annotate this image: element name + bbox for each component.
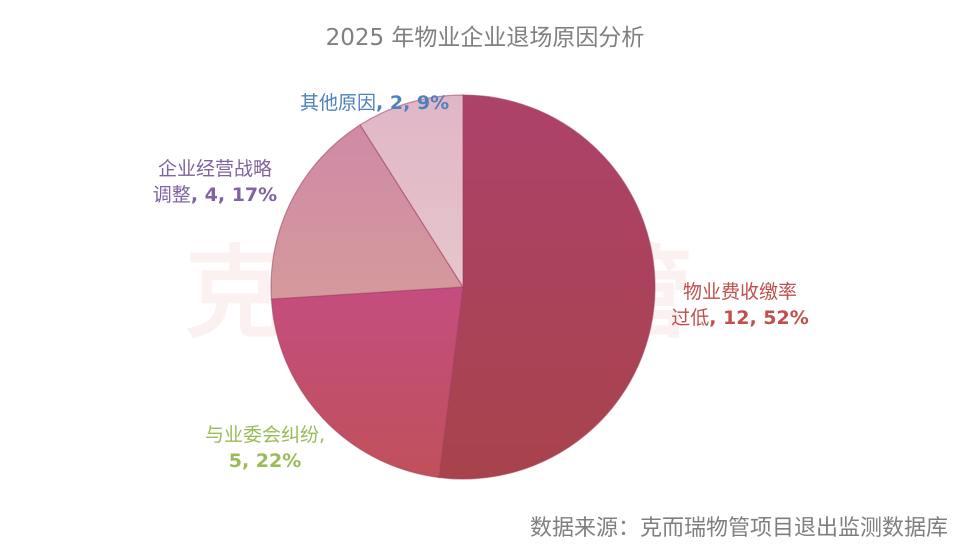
slice-strategy-adjustment: [270, 124, 465, 300]
label-line1: 物业费收缴率: [682, 281, 797, 303]
label-text: 调整: [152, 184, 191, 206]
pie-slices: [270, 94, 656, 480]
slice-fee-collection: [438, 94, 656, 480]
data-source: 数据来源：克而瑞物管项目退出监测数据库: [529, 516, 948, 541]
slice-other: [359, 94, 464, 290]
label-values: 5, 22%: [228, 450, 302, 472]
label-text: 过低: [671, 307, 710, 329]
label-strategy-adjustment: 企业经营战略 调整, 4, 17%: [140, 156, 290, 208]
label-line2: 过低, 12, 52%: [660, 305, 820, 331]
label-owners-committee: 与业委会纠纷, 5, 22%: [180, 422, 350, 474]
label-line1: 企业经营战略: [157, 158, 272, 180]
label-other: 其他原因, 2, 9%: [300, 90, 470, 116]
label-text: 其他原因: [300, 92, 377, 114]
chart-title: 2025 年物业企业退场原因分析: [325, 25, 645, 51]
label-line2: 调整, 4, 17%: [140, 182, 290, 208]
label-values: , 12, 52%: [709, 307, 809, 329]
label-line2: 5, 22%: [180, 448, 350, 474]
label-fee-collection: 物业费收缴率 过低, 12, 52%: [660, 279, 820, 331]
slice-owners-committee: [270, 286, 464, 479]
label-values: , 2, 9%: [376, 92, 450, 114]
label-values: , 4, 17%: [190, 184, 278, 206]
label-line1: 与业委会纠纷,: [204, 424, 326, 446]
